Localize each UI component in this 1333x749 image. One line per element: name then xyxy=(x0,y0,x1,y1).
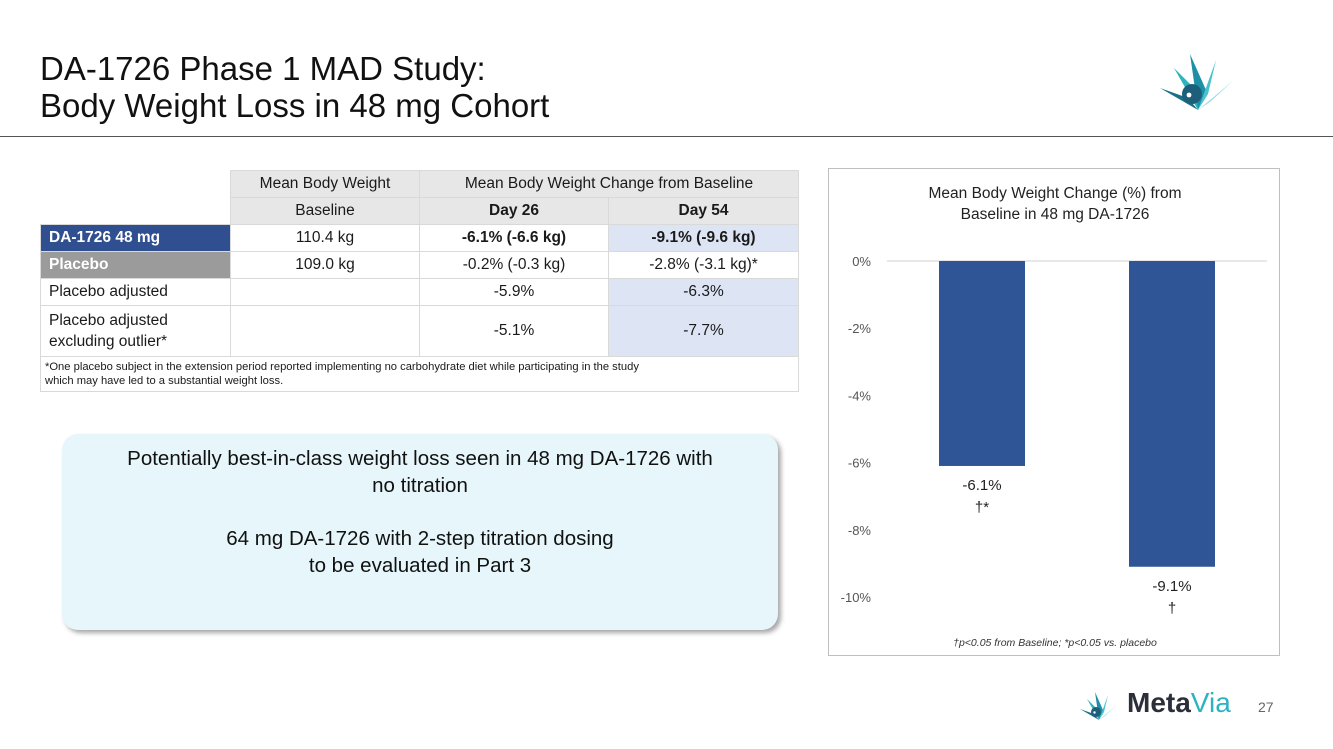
table-row: Placebo adjusted excluding outlier* -5.1… xyxy=(40,305,799,357)
cell-day26: -6.1% (-6.6 kg) xyxy=(419,224,609,252)
y-tick-label: -10% xyxy=(841,590,872,605)
chart-title-line2: Baseline in 48 mg DA-1726 xyxy=(961,206,1150,223)
callout-line2: no titration xyxy=(372,474,468,497)
bar-day-26 xyxy=(939,261,1025,466)
title-divider xyxy=(0,136,1333,137)
bar-value-label: -6.1% xyxy=(962,477,1001,494)
y-tick-label: -4% xyxy=(848,388,872,403)
row-label-placebo-adjusted-outlier: Placebo adjusted excluding outlier* xyxy=(40,305,231,357)
key-takeaway-callout: Potentially best-in-class weight loss se… xyxy=(62,434,778,630)
y-tick-label: -8% xyxy=(848,523,872,538)
table-footnote-line1: *One placebo subject in the extension pe… xyxy=(45,361,639,373)
bar-value-label: -9.1% xyxy=(1152,578,1191,595)
table-row: Placebo 109.0 kg -0.2% (-0.3 kg) -2.8% (… xyxy=(40,251,799,279)
y-tick-label: -2% xyxy=(848,321,872,336)
cell-day54: -7.7% xyxy=(608,305,799,357)
table-corner xyxy=(40,170,231,198)
row-label-placebo-adjusted: Placebo adjusted xyxy=(40,278,231,306)
table-footnote: *One placebo subject in the extension pe… xyxy=(40,356,799,392)
header-day26: Day 26 xyxy=(419,197,609,225)
page-number: 27 xyxy=(1258,699,1274,715)
cell-baseline xyxy=(230,305,420,357)
cell-day26: -5.1% xyxy=(419,305,609,357)
brand-wordmark: MetaVia xyxy=(1127,687,1231,719)
row-label-line2: excluding outlier* xyxy=(49,333,168,350)
callout-paragraph-2: 64 mg DA-1726 with 2-step titration dosi… xyxy=(62,525,778,579)
table-row: Placebo adjusted -5.9% -6.3% xyxy=(40,278,799,306)
cell-day26: -5.9% xyxy=(419,278,609,306)
cell-day54: -2.8% (-3.1 kg)* xyxy=(608,251,799,279)
body-weight-table: Mean Body Weight Mean Body Weight Change… xyxy=(40,170,799,392)
bar-significance-label: † xyxy=(1168,600,1176,617)
slide-title-line2: Body Weight Loss in 48 mg Cohort xyxy=(40,87,550,124)
table-row: DA-1726 48 mg 110.4 kg -6.1% (-6.6 kg) -… xyxy=(40,224,799,252)
brand-meta: Meta xyxy=(1127,687,1191,718)
metavia-logo-icon xyxy=(1160,54,1234,110)
y-tick-label: 0% xyxy=(852,254,871,269)
slide-title-line1: DA-1726 Phase 1 MAD Study: xyxy=(40,50,486,87)
cell-baseline xyxy=(230,278,420,306)
header-baseline: Baseline xyxy=(230,197,420,225)
bar-significance-label: †* xyxy=(975,499,989,516)
callout-line1: Potentially best-in-class weight loss se… xyxy=(127,447,713,470)
chart-footnote: †p<0.05 from Baseline; *p<0.05 vs. place… xyxy=(953,637,1157,649)
chart-svg: Mean Body Weight Change (%) from Baseline… xyxy=(841,185,1267,649)
callout-line3: 64 mg DA-1726 with 2-step titration dosi… xyxy=(226,527,614,550)
header-day54: Day 54 xyxy=(608,197,799,225)
cell-baseline: 110.4 kg xyxy=(230,224,420,252)
y-tick-label: -6% xyxy=(848,456,872,471)
table-corner-2 xyxy=(40,197,231,225)
row-label-drug: DA-1726 48 mg xyxy=(40,224,231,252)
cell-baseline: 109.0 kg xyxy=(230,251,420,279)
weight-change-chart: Mean Body Weight Change (%) from Baseline… xyxy=(828,168,1280,656)
row-label-line1: Placebo adjusted xyxy=(49,312,168,329)
slide-title: DA-1726 Phase 1 MAD Study: Body Weight L… xyxy=(40,50,549,124)
callout-paragraph-1: Potentially best-in-class weight loss se… xyxy=(62,434,778,499)
row-label-placebo: Placebo xyxy=(40,251,231,279)
table-footnote-line2: which may have led to a substantial weig… xyxy=(45,375,284,387)
chart-title-line1: Mean Body Weight Change (%) from xyxy=(929,185,1182,202)
footer-logo-icon xyxy=(1080,692,1117,720)
bar-day-54 xyxy=(1129,261,1215,567)
callout-line4: to be evaluated in Part 3 xyxy=(308,554,532,577)
brand-via: Via xyxy=(1190,687,1231,718)
cell-day54: -6.3% xyxy=(608,278,799,306)
header-mean-body-weight: Mean Body Weight xyxy=(230,170,420,198)
cell-day54: -9.1% (-9.6 kg) xyxy=(608,224,799,252)
header-change-from-baseline: Mean Body Weight Change from Baseline xyxy=(419,170,799,198)
cell-day26: -0.2% (-0.3 kg) xyxy=(419,251,609,279)
